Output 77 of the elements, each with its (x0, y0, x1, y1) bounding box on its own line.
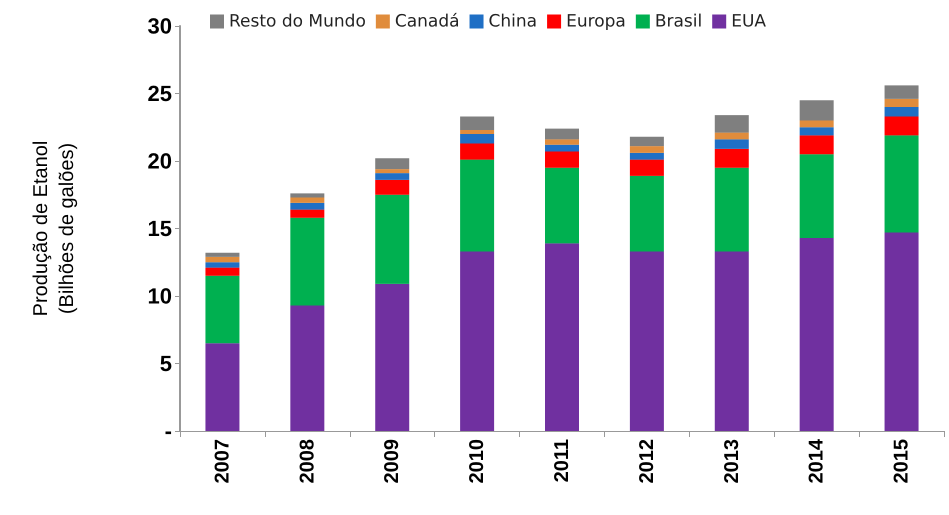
bar (714, 115, 749, 133)
bar (460, 134, 494, 144)
bar (460, 130, 494, 134)
bar (290, 202, 324, 210)
legend-label: Canadá (394, 12, 460, 32)
bar (375, 169, 410, 174)
x-tick-label: 2010 (466, 439, 488, 484)
bar (545, 144, 579, 152)
y-tick-label: 25 (148, 81, 172, 106)
bar (290, 210, 324, 218)
bar (630, 160, 664, 176)
bar (630, 136, 664, 146)
bar (545, 243, 579, 431)
bar (290, 197, 324, 203)
bar (460, 143, 494, 160)
x-tick-label: 2009 (381, 439, 404, 484)
bar (714, 132, 749, 140)
bar (545, 139, 579, 145)
y-tick-label: - (164, 418, 172, 444)
bar (714, 251, 749, 431)
bar (800, 100, 834, 120)
bar (205, 252, 240, 257)
bar (884, 232, 919, 431)
bar (290, 193, 324, 198)
x-tick-label: 2013 (720, 439, 743, 484)
legend-label: Resto do Mundo (229, 12, 366, 32)
x-tick-label: 2014 (806, 438, 828, 484)
y-tick-label: 20 (148, 148, 172, 174)
bar (205, 262, 240, 268)
bar (460, 251, 494, 431)
bar (375, 158, 410, 170)
bar (800, 120, 834, 128)
legend-label: Europa (566, 12, 626, 32)
bar (714, 148, 749, 168)
x-tick-label: 2008 (296, 439, 318, 484)
bar (205, 268, 240, 276)
bar (205, 343, 240, 431)
bar (205, 276, 240, 344)
x-tick-label: 2015 (890, 439, 913, 484)
y-tick-label: 15 (148, 216, 172, 241)
y-tick-label: 5 (160, 351, 172, 376)
bar (800, 238, 834, 431)
bar (375, 284, 410, 431)
bar (630, 176, 664, 252)
bar (460, 116, 494, 130)
bar (884, 116, 919, 136)
bar (884, 85, 919, 99)
bar (800, 127, 834, 136)
y-tick-label: 30 (148, 14, 172, 38)
bar (714, 139, 749, 149)
bar (800, 154, 834, 238)
bar (545, 128, 579, 140)
bar (205, 256, 240, 262)
bar (375, 180, 410, 195)
bar (290, 218, 324, 306)
bar (884, 107, 919, 116)
x-tick-label: 2011 (551, 439, 573, 482)
bar (884, 98, 919, 107)
x-tick-label: 2007 (211, 439, 234, 484)
legend-label: China (488, 12, 538, 32)
bar (800, 135, 834, 154)
bar (290, 305, 324, 431)
bar (375, 173, 410, 180)
bar (630, 152, 664, 160)
bar (545, 168, 579, 244)
y-tick-label: 10 (148, 284, 172, 308)
bar (460, 160, 494, 252)
bar (714, 168, 749, 252)
bar (884, 135, 919, 233)
y-axis-title: Produção de Etanol (Bilhões de galões) (30, 140, 78, 316)
bar (630, 251, 664, 431)
bar (630, 146, 664, 153)
x-tick-label: 2012 (636, 439, 658, 484)
legend-label: Brasil (654, 12, 702, 32)
bar (545, 152, 579, 168)
bar (375, 194, 410, 284)
legend-label: EUA (731, 12, 766, 32)
